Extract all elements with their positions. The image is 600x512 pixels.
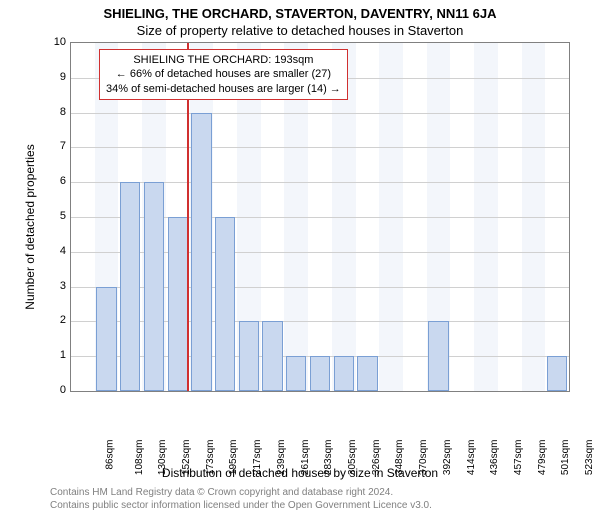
plot-area: SHIELING THE ORCHARD: 193sqm ← 66% of de…	[70, 42, 570, 392]
x-tick: 152sqm	[181, 440, 192, 476]
x-tick: 130sqm	[157, 440, 168, 476]
y-tick: 3	[50, 280, 66, 292]
x-tick: 457sqm	[513, 440, 524, 476]
bar	[239, 321, 259, 391]
bar	[428, 321, 448, 391]
y-tick: 4	[50, 245, 66, 257]
x-tick-container: 86sqm108sqm130sqm152sqm173sqm195sqm217sq…	[70, 392, 568, 442]
x-tick: 326sqm	[371, 440, 382, 476]
y-tick-container: 012345678910	[50, 42, 68, 390]
bar	[334, 356, 354, 391]
x-tick: 239sqm	[276, 440, 287, 476]
x-tick: 86sqm	[104, 440, 115, 470]
bar	[310, 356, 330, 391]
chart-container: Number of detached properties 0123456789…	[50, 42, 580, 412]
y-tick: 1	[50, 349, 66, 361]
gridline	[71, 147, 569, 148]
x-tick: 195sqm	[229, 440, 240, 476]
bar	[547, 356, 567, 391]
y-tick: 0	[50, 384, 66, 396]
x-tick: 283sqm	[323, 440, 334, 476]
y-tick: 6	[50, 175, 66, 187]
y-axis-label: Number of detached properties	[23, 144, 37, 309]
x-tick: 217sqm	[252, 440, 263, 476]
y-tick: 8	[50, 106, 66, 118]
bar	[215, 217, 235, 391]
page-subtitle: Size of property relative to detached ho…	[0, 21, 600, 42]
x-tick: 173sqm	[205, 440, 216, 476]
footer: Contains HM Land Registry data © Crown c…	[0, 480, 600, 512]
y-tick: 7	[50, 140, 66, 152]
x-tick: 370sqm	[418, 440, 429, 476]
x-tick: 261sqm	[300, 440, 311, 476]
bar	[191, 113, 211, 391]
callout-line-3: 34% of semi-detached houses are larger (…	[106, 82, 341, 96]
bar	[262, 321, 282, 391]
y-tick: 5	[50, 210, 66, 222]
bar	[96, 287, 116, 391]
x-tick: 501sqm	[561, 440, 572, 476]
callout-line-2: ← 66% of detached houses are smaller (27…	[106, 67, 341, 81]
page-title: SHIELING, THE ORCHARD, STAVERTON, DAVENT…	[0, 0, 600, 21]
x-tick: 414sqm	[466, 440, 477, 476]
x-tick: 392sqm	[442, 440, 453, 476]
bar	[120, 182, 140, 391]
bar	[357, 356, 377, 391]
x-tick: 523sqm	[584, 440, 595, 476]
x-tick: 479sqm	[537, 440, 548, 476]
x-tick: 348sqm	[395, 440, 406, 476]
bar	[286, 356, 306, 391]
bar	[168, 217, 188, 391]
y-tick: 2	[50, 314, 66, 326]
y-tick: 9	[50, 71, 66, 83]
footer-line-1: Contains HM Land Registry data © Crown c…	[50, 486, 600, 499]
callout-line-1: SHIELING THE ORCHARD: 193sqm	[106, 53, 341, 67]
callout-box: SHIELING THE ORCHARD: 193sqm ← 66% of de…	[99, 49, 348, 100]
bar	[144, 182, 164, 391]
y-tick: 10	[50, 36, 66, 48]
x-tick: 436sqm	[489, 440, 500, 476]
x-tick: 108sqm	[134, 440, 145, 476]
gridline	[71, 113, 569, 114]
x-tick: 305sqm	[347, 440, 358, 476]
footer-line-2: Contains public sector information licen…	[50, 499, 600, 512]
